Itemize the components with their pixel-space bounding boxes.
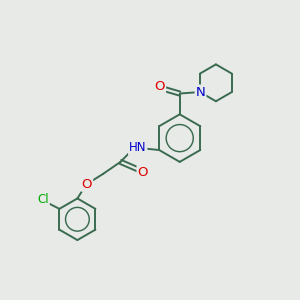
Text: O: O [82, 178, 92, 191]
Text: Cl: Cl [37, 194, 49, 206]
Text: O: O [137, 166, 148, 179]
Text: O: O [154, 80, 165, 93]
Text: N: N [196, 85, 206, 98]
Text: HN: HN [129, 141, 146, 154]
